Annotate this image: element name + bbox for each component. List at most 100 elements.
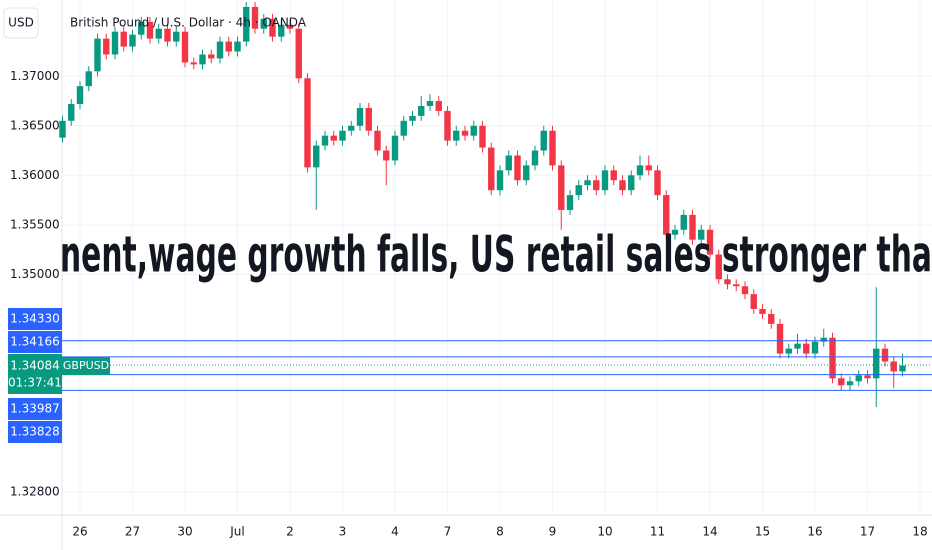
candle-body bbox=[295, 28, 302, 79]
candle-body bbox=[505, 155, 512, 171]
candle-body bbox=[339, 130, 346, 141]
candle-body bbox=[488, 147, 495, 191]
candle-body bbox=[461, 130, 469, 136]
y-tick-label: 1.36000 bbox=[10, 168, 60, 182]
candle-body bbox=[733, 284, 740, 287]
candle-body bbox=[820, 337, 827, 342]
x-tick-label: 4 bbox=[391, 525, 399, 539]
candle-body bbox=[575, 185, 582, 196]
candle-body bbox=[356, 107, 364, 126]
candle-body bbox=[103, 38, 110, 55]
candle-body bbox=[593, 180, 600, 191]
candle-body bbox=[409, 115, 416, 121]
candle-body bbox=[881, 348, 889, 362]
candle-body bbox=[645, 165, 652, 171]
candle-body bbox=[768, 313, 775, 324]
candle-body bbox=[286, 24, 294, 29]
headline: nent,wage growth falls, US retail sales … bbox=[60, 226, 932, 284]
candle-body bbox=[566, 195, 574, 210]
candle-body bbox=[671, 229, 679, 235]
level-label-box bbox=[8, 308, 62, 330]
candle-body bbox=[619, 180, 626, 191]
candle-body bbox=[803, 343, 810, 354]
candle-body bbox=[400, 120, 407, 136]
candle-body bbox=[59, 120, 66, 138]
x-tick-label: 9 bbox=[549, 525, 557, 539]
candle-body bbox=[855, 375, 862, 382]
candle-body bbox=[628, 175, 635, 191]
candle-body bbox=[426, 101, 434, 106]
level-label: 1.33828 bbox=[10, 425, 60, 439]
candle-body bbox=[313, 145, 320, 168]
candle-body bbox=[785, 348, 792, 354]
candle-body bbox=[111, 31, 119, 55]
x-tick-label: 8 bbox=[496, 525, 504, 539]
y-tick-label: 1.37000 bbox=[10, 69, 60, 83]
x-tick-label: 17 bbox=[860, 525, 875, 539]
plot bbox=[59, 1, 906, 408]
x-tick-label: 30 bbox=[177, 525, 192, 539]
candle-body bbox=[706, 229, 714, 255]
currency[interactable]: USD bbox=[8, 16, 34, 30]
chart-title: British Pound / U.S. Dollar · 4h · OANDA bbox=[70, 16, 307, 30]
level-label: 1.33987 bbox=[10, 402, 60, 416]
x-tick-label: 26 bbox=[72, 525, 87, 539]
candle-body bbox=[173, 31, 180, 42]
candle-body bbox=[636, 165, 644, 176]
candle-body bbox=[496, 170, 504, 191]
candle-body bbox=[776, 323, 784, 354]
currency-box[interactable] bbox=[3, 7, 39, 39]
candle-body bbox=[120, 31, 127, 47]
candle-body bbox=[365, 107, 372, 131]
candle-body bbox=[601, 170, 609, 191]
candle-body bbox=[453, 130, 460, 141]
candle-body bbox=[654, 170, 661, 196]
candle-body bbox=[260, 18, 267, 29]
candle-body bbox=[138, 21, 145, 35]
x-tick-label: 7 bbox=[444, 525, 452, 539]
candle-body bbox=[829, 337, 836, 379]
countdown-label: 01:37:41 bbox=[8, 376, 62, 390]
candle-body bbox=[94, 38, 101, 72]
x-tick-label: 3 bbox=[339, 525, 347, 539]
candle-body bbox=[181, 31, 189, 63]
candle-body bbox=[234, 41, 241, 52]
x-tick-label: 14 bbox=[702, 525, 717, 539]
candle-body bbox=[216, 41, 224, 59]
level-label: 1.34330 bbox=[10, 312, 60, 326]
x-tick-label: 27 bbox=[125, 525, 140, 539]
candle-body bbox=[899, 365, 906, 372]
candle-body bbox=[348, 125, 355, 131]
candle-body bbox=[164, 28, 171, 42]
candle-body bbox=[715, 254, 722, 280]
x-tick-label: 2 bbox=[286, 525, 294, 539]
candle-body bbox=[549, 130, 556, 166]
candle-body bbox=[890, 361, 897, 372]
candle-body bbox=[689, 214, 696, 240]
candle-body bbox=[514, 155, 521, 181]
level-label: 1.34166 bbox=[10, 335, 60, 349]
candle-body bbox=[146, 21, 154, 39]
candle-body bbox=[435, 101, 442, 111]
y-tick-label: 1.35000 bbox=[10, 267, 60, 281]
candle-body bbox=[470, 125, 477, 136]
candle-body bbox=[225, 41, 232, 52]
candle-body bbox=[269, 18, 276, 37]
candle-body bbox=[199, 54, 206, 65]
x-tick-label: 11 bbox=[650, 525, 665, 539]
y-tick-label: 1.35500 bbox=[10, 217, 60, 231]
candle-body bbox=[811, 341, 819, 354]
candle-body bbox=[794, 343, 801, 349]
candle-body bbox=[873, 348, 880, 379]
candle-body bbox=[85, 71, 92, 87]
candle-body bbox=[750, 294, 757, 309]
x-tick-label: 15 bbox=[755, 525, 770, 539]
candle-body bbox=[243, 6, 250, 42]
candle-body bbox=[374, 130, 381, 151]
candle-body bbox=[155, 28, 162, 39]
candle-body bbox=[523, 165, 530, 181]
candle-body bbox=[759, 309, 766, 314]
candle-body bbox=[383, 150, 390, 161]
